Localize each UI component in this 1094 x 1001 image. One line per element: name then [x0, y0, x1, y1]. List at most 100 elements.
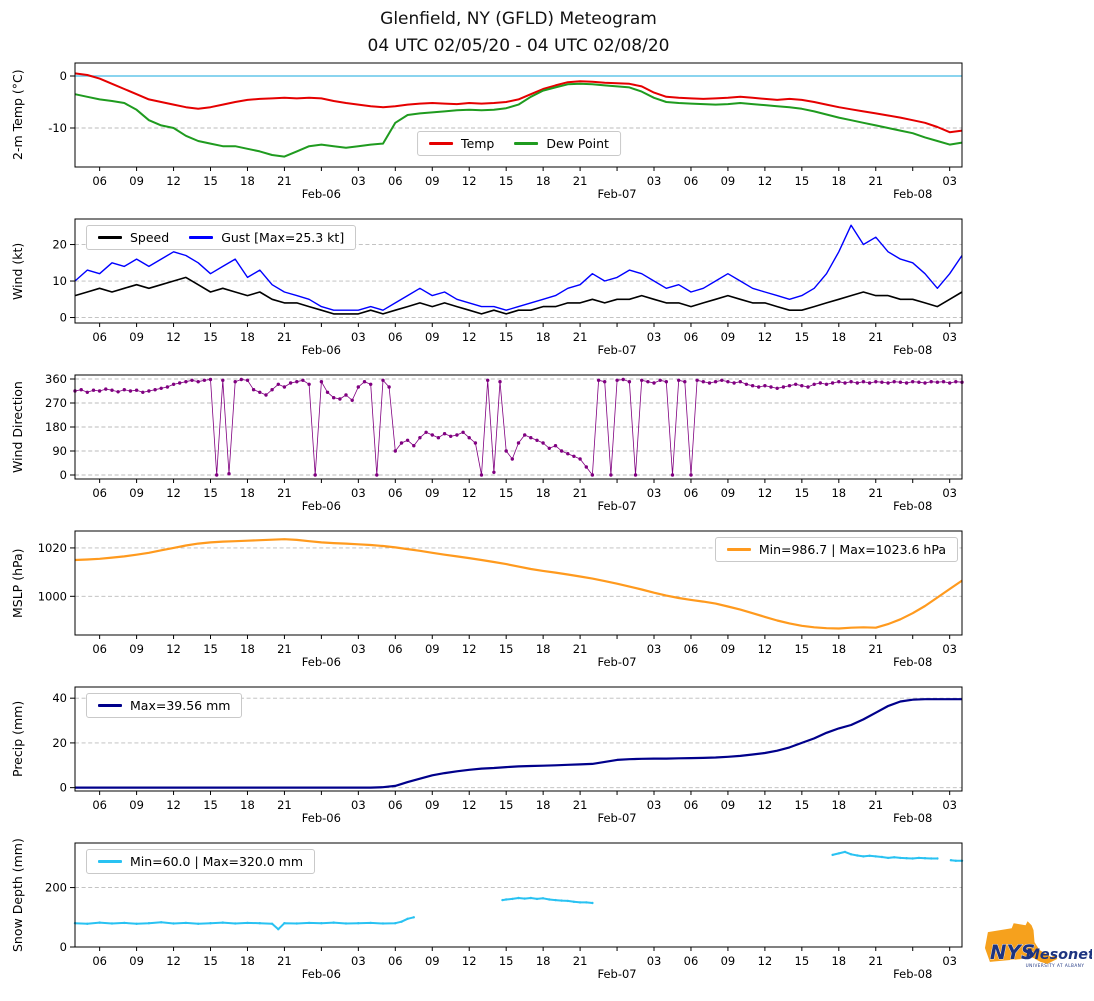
x-tick-label: 21	[277, 642, 292, 656]
x-tick-label: 21	[868, 954, 883, 968]
data-point	[726, 380, 730, 384]
data-point	[695, 378, 699, 382]
data-point	[867, 381, 872, 385]
plot-snow: 0 200 06 09 12 15 18 21 Feb-06 03 06 09 12 15 18 21 Feb-…	[45, 842, 964, 981]
data-point	[547, 446, 551, 450]
data-point	[479, 473, 484, 477]
data-point	[837, 380, 841, 384]
data-point	[929, 380, 933, 384]
data-point	[486, 378, 490, 382]
series-snow-depth	[74, 916, 415, 931]
data-point	[436, 436, 441, 440]
data-point	[344, 922, 348, 925]
legend-line-sample-icon	[429, 142, 454, 145]
y-tick-label: 1000	[38, 589, 67, 603]
series-dew-point	[74, 82, 963, 158]
x-tick-label: 03	[647, 174, 662, 188]
data-point	[430, 433, 434, 437]
data-point	[350, 398, 354, 402]
data-point	[615, 378, 619, 382]
data-point	[381, 922, 385, 925]
data-point	[135, 922, 138, 925]
data-point	[277, 928, 280, 931]
x-tick-label: 06	[92, 174, 107, 188]
data-point	[627, 380, 632, 384]
x-tick-label: 06	[684, 174, 699, 188]
x-tick-label: 15	[499, 954, 514, 968]
x-tick-label: 21	[573, 174, 588, 188]
data-point	[535, 897, 539, 901]
legend-entry: Min=986.7 | Max=1023.6 hPa	[726, 542, 946, 557]
x-tick-label: 06	[388, 330, 403, 344]
data-point	[880, 855, 884, 859]
x-tick-label: 12	[758, 174, 773, 188]
data-point	[128, 389, 133, 393]
x-tick-label: 12	[166, 954, 181, 968]
data-point	[591, 901, 594, 905]
data-point	[554, 898, 557, 902]
y-tick-label: 1020	[38, 541, 67, 555]
data-point	[393, 449, 397, 453]
x-tick-label: 21	[277, 798, 292, 812]
data-point	[806, 385, 810, 389]
panel-precip: Precip (mm) 0 20 40 06 09 12 15 18 21 Feb-06 03 06 0…	[0, 686, 1094, 836]
legend-line-sample-icon	[98, 704, 122, 707]
data-point	[516, 441, 521, 445]
logo-mesonet-text: Mesonet	[1026, 947, 1092, 963]
x-tick-label: 15	[203, 954, 218, 968]
y-tick-label: 0	[60, 781, 67, 795]
data-point	[856, 854, 859, 857]
x-tick-label: 12	[758, 642, 773, 656]
x-tick-label: 03	[351, 954, 366, 968]
data-point	[559, 449, 564, 453]
series-speed	[74, 276, 963, 315]
legend-line-sample-icon	[726, 548, 751, 551]
plot-frame	[74, 530, 963, 636]
data-point	[738, 380, 742, 384]
y-tick-label: -10	[48, 121, 67, 135]
data-point	[412, 444, 416, 448]
x-tick-label: 12	[166, 174, 181, 188]
panel-wind: Wind (kt) 0 10 20 06 09 12 15 18 21 Feb-06 03 06 09 1…	[0, 218, 1094, 368]
data-point	[116, 390, 120, 394]
x-tick-label: 18	[240, 642, 255, 656]
x-tick-label: 18	[536, 798, 551, 812]
x-tick-label: 03	[942, 486, 957, 500]
x-tick-label: 03	[647, 954, 662, 968]
data-point	[843, 381, 847, 385]
data-point	[165, 385, 170, 389]
data-point	[270, 922, 274, 925]
x-tick-label: 03	[351, 486, 366, 500]
data-point	[501, 898, 504, 902]
x-date-label: Feb-08	[893, 187, 932, 201]
data-point	[892, 380, 896, 384]
data-point	[954, 859, 957, 862]
x-tick-label: 03	[351, 642, 366, 656]
data-point	[763, 384, 767, 388]
y-tick-label: 0	[60, 940, 67, 954]
data-point	[85, 390, 90, 394]
data-point	[585, 901, 588, 904]
legend-entry: Temp	[429, 136, 494, 151]
x-tick-label: 09	[129, 954, 144, 968]
x-tick-label: 09	[425, 642, 440, 656]
data-point	[504, 449, 508, 453]
x-tick-label: 09	[721, 330, 736, 344]
data-point	[221, 921, 224, 924]
x-tick-label: 21	[868, 642, 883, 656]
data-point	[633, 473, 638, 477]
plot-frame	[74, 374, 963, 480]
data-point	[886, 856, 890, 860]
data-point	[904, 381, 909, 385]
data-point	[344, 393, 348, 397]
plot-frame	[74, 686, 963, 792]
data-point	[930, 857, 933, 860]
x-date-label: Feb-07	[597, 499, 636, 513]
x-tick-label: 06	[388, 954, 403, 968]
x-tick-label: 21	[573, 954, 588, 968]
x-tick-label: 15	[795, 486, 810, 500]
x-tick-label: 12	[758, 954, 773, 968]
nys-mesonet-logo: NYS Mesonet UNIVERSITY AT ALBANY	[984, 921, 1092, 968]
data-point	[283, 922, 286, 925]
data-point	[239, 377, 243, 382]
